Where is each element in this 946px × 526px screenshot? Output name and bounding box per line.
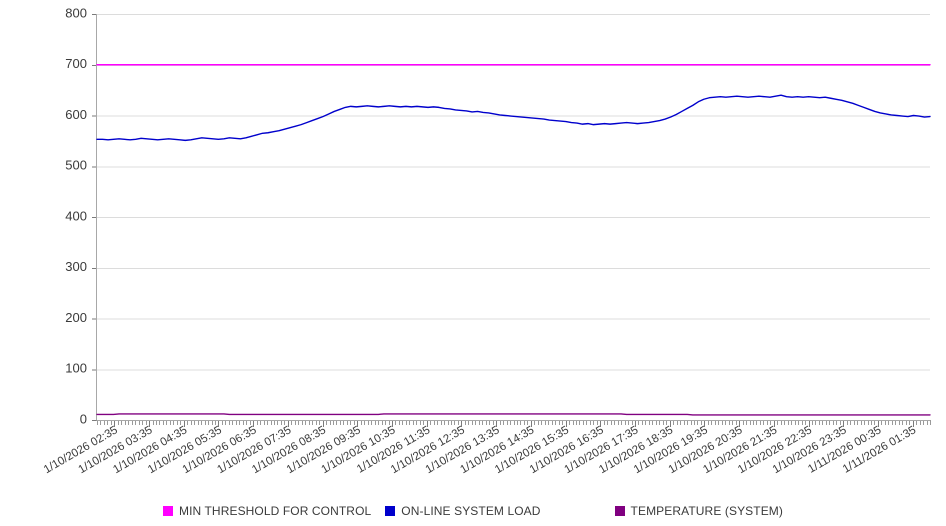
y-axis-tick-label: 500 — [65, 158, 87, 173]
legend-item-min-threshold[interactable]: MIN THRESHOLD FOR CONTROL — [162, 504, 372, 518]
chart-legend: MIN THRESHOLD FOR CONTROL ON-LINE SYSTEM… — [0, 504, 946, 518]
legend-swatch-online-system-load — [385, 506, 396, 516]
legend-label-online-system-load: ON-LINE SYSTEM LOAD — [401, 504, 541, 518]
y-axis-tick-label: 600 — [65, 107, 87, 122]
y-axis-tick-label: 0 — [80, 411, 87, 426]
legend-swatch-min-threshold — [162, 506, 173, 516]
series-line-1 — [96, 94, 931, 142]
y-axis-tick-label: 400 — [65, 208, 87, 223]
y-axis-tick-label: 100 — [65, 361, 87, 376]
y-axis-tick-label: 200 — [65, 310, 87, 325]
legend-label-min-threshold: MIN THRESHOLD FOR CONTROL — [178, 504, 372, 518]
x-axis-tick-labels: 1/10/2026 02:351/10/2026 03:351/10/2026 … — [42, 424, 918, 476]
y-axis-tick-labels: 0 100 200 300 400 500 600 700 800 — [65, 5, 87, 426]
legend-label-temperature-system: TEMPERATURE (SYSTEM) — [630, 504, 783, 518]
legend-swatch-temperature-system — [614, 506, 625, 516]
legend-item-temperature-system[interactable]: TEMPERATURE (SYSTEM) — [614, 504, 783, 518]
legend-item-online-system-load[interactable]: ON-LINE SYSTEM LOAD — [385, 504, 540, 518]
data-series — [96, 64, 931, 416]
series-line-2 — [96, 413, 931, 416]
y-axis-tick-label: 800 — [65, 5, 87, 20]
gridlines — [92, 14, 930, 421]
y-axis-tick-label: 300 — [65, 259, 87, 274]
y-axis-tick-label: 700 — [65, 56, 87, 71]
